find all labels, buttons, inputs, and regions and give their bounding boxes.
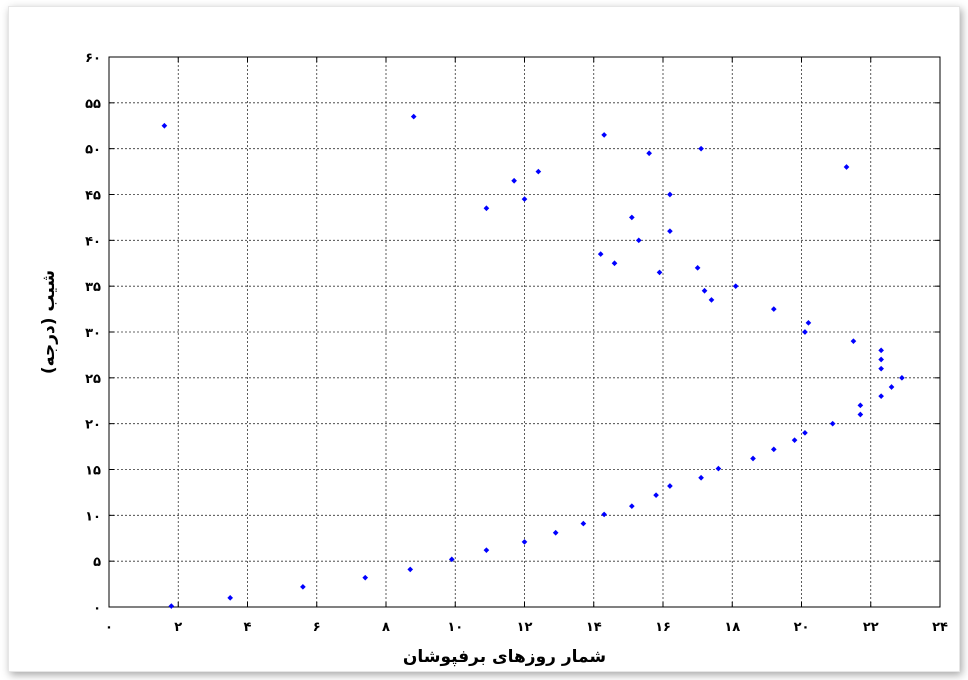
data-point (580, 520, 587, 527)
y-tick-label: ۵ (93, 555, 101, 570)
x-tick-label: ۶ (313, 620, 321, 635)
x-tick-label: ۲ (174, 620, 182, 635)
y-tick-label: ۱۵ (85, 464, 101, 479)
data-point (805, 320, 812, 326)
data-point (611, 260, 618, 267)
data-point (521, 196, 528, 202)
x-tick-label: ۱۰ (447, 620, 463, 635)
data-point (483, 547, 490, 553)
data-point (802, 329, 808, 335)
data-point (843, 164, 850, 170)
y-tick-label: ۱۰ (85, 509, 101, 524)
data-point (878, 356, 884, 363)
y-tick-label: ۲۰ (85, 418, 101, 433)
data-point (698, 145, 704, 152)
data-point (601, 511, 607, 518)
data-point (161, 122, 168, 129)
data-point (483, 205, 490, 212)
x-tick-label: ۴ (244, 620, 252, 635)
data-point (552, 529, 559, 536)
y-tick-label: ۵۰ (85, 143, 101, 158)
data-point (656, 269, 663, 276)
data-point (791, 437, 798, 443)
data-point (732, 283, 739, 289)
data-point (362, 574, 369, 581)
x-tick-label: ۸ (382, 620, 390, 635)
data-point (635, 237, 642, 244)
data-point (667, 191, 673, 198)
data-point (750, 455, 756, 462)
data-point (410, 113, 417, 120)
data-point (448, 556, 455, 563)
data-point (511, 177, 517, 184)
data-point (168, 603, 175, 609)
data-point (899, 375, 905, 381)
scatter-chart: ۰ ۲ ۴ ۶ ۸ ۱۰ ۱۲ ۱۴ ۱۶ ۱۸ ۲۰ ۲۲ ۲۴ ۰۵۱۰۱۵۲۰۲۵۳۰۳۵۴۰۴۵… (39, 51, 948, 667)
data-point (878, 347, 884, 354)
y-tick-label: ۴۵ (85, 189, 101, 204)
data-point (770, 446, 777, 453)
x-tick-label: ۲۴ (932, 620, 948, 635)
data-point (850, 338, 857, 344)
figure-frame: ۰ ۲ ۴ ۶ ۸ ۱۰ ۱۲ ۱۴ ۱۶ ۱۸ ۲۰ ۲۲ ۲۴ ۰ ۵ ۱۰ ۱۵ ۲۰ ۲۵ ۳۰ ۳۵ ۴۰ ۴۵… (8, 6, 960, 672)
y-tick-label: ۶۰ (85, 51, 101, 66)
x-tick-label: ۰ (105, 620, 113, 635)
data-point (521, 539, 528, 545)
data-point (857, 411, 864, 418)
data-point (667, 228, 673, 234)
y-axis: ۰ ۵ ۱۰ ۱۵ ۲۰ ۲۵ ۳۰ ۳۵ ۴۰ ۴۵ ۵۰ ۵۵ ۶۰ (85, 51, 940, 616)
y-tick-label: ۲۵ (85, 372, 101, 387)
x-tick-label: ۱۸ (724, 620, 740, 635)
data-point (646, 150, 652, 157)
data-point (597, 251, 604, 257)
data-point (829, 420, 836, 427)
grid-lines (109, 57, 940, 607)
data-point (701, 287, 708, 294)
data-point (857, 402, 864, 409)
data-point (708, 297, 715, 303)
data-point (667, 483, 673, 489)
y-tick-label: ۴۰ (85, 234, 101, 249)
x-tick-label: ۱۴ (586, 620, 602, 635)
x-tick-label: ۲۰ (794, 620, 810, 635)
data-point (802, 430, 808, 436)
data-point (888, 384, 895, 390)
y-tick-label: ۳۰ (85, 326, 101, 341)
data-point (629, 214, 635, 221)
y-axis-label: شیب (درجه) (39, 270, 59, 374)
data-point (300, 584, 306, 590)
data-point (535, 168, 542, 175)
data-point (407, 566, 414, 573)
data-point (601, 132, 607, 138)
data-point (629, 503, 635, 509)
x-axis-label: شمار روزهای برفپوشان (403, 647, 606, 667)
y-tick-label: ۳۵ (85, 280, 101, 295)
data-point (770, 306, 777, 312)
x-tick-label: ۲۲ (863, 620, 879, 635)
x-tick-label: ۱۶ (655, 620, 671, 635)
y-tick-label: ۰ (93, 601, 101, 616)
data-point (227, 595, 234, 601)
y-tick-label: ۵۵ (85, 97, 101, 112)
data-point (715, 465, 722, 472)
x-axis: ۰ ۲ ۴ ۶ ۸ ۱۰ ۱۲ ۱۴ ۱۶ ۱۸ ۲۰ ۲۲ ۲۴ (105, 57, 948, 635)
data-point (694, 265, 701, 271)
data-points (161, 113, 905, 609)
data-point (653, 492, 659, 498)
data-point (878, 393, 884, 399)
data-point (698, 474, 704, 481)
data-point (878, 365, 884, 372)
x-tick-label: ۱۲ (517, 620, 533, 635)
